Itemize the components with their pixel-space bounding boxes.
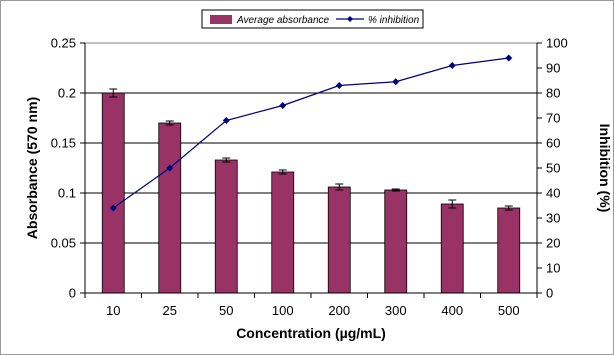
line-point xyxy=(166,164,174,172)
bar xyxy=(440,203,464,294)
bar xyxy=(327,186,351,294)
y2-tick-label: 40 xyxy=(546,186,560,201)
x-tick-label: 10 xyxy=(106,303,120,318)
x-tick-label: 200 xyxy=(328,303,350,318)
line-point xyxy=(109,204,117,212)
line-point xyxy=(392,78,400,86)
x-tick-label: 400 xyxy=(441,303,463,318)
y-tick-label: 0.2 xyxy=(58,86,76,101)
x-tick-label: 300 xyxy=(385,303,407,318)
y2-tick-label: 100 xyxy=(546,36,568,51)
line-point xyxy=(448,62,456,69)
legend: Average absorbance % inhibition xyxy=(201,9,424,29)
bar xyxy=(384,189,408,294)
legend-box xyxy=(201,9,424,29)
y-tick-label: 0.25 xyxy=(51,36,76,51)
line-series xyxy=(109,54,513,212)
y-tick-label: 0 xyxy=(69,286,76,301)
tick-labels: 0 0.05 0.1 0.15 0.2 0.25 0 10 20 30 40 50 60 70 80 90 10… xyxy=(51,36,568,319)
x-axis-title: Concentration (µg/mL) xyxy=(236,325,386,341)
y2-tick-label: 90 xyxy=(546,61,560,76)
line-point xyxy=(505,54,513,62)
y2-tick-label: 70 xyxy=(546,111,560,126)
x-tick-label: 25 xyxy=(163,303,177,318)
y-tick-label: 0.15 xyxy=(51,136,76,151)
legend-label-bar: Average absorbance xyxy=(236,15,330,26)
y2-axis-title: Inhibition (%) xyxy=(597,124,613,213)
y2-tick-label: 10 xyxy=(546,261,560,276)
x-tick-label: 50 xyxy=(219,303,233,318)
x-tick-label: 500 xyxy=(498,303,520,318)
bar xyxy=(497,207,521,294)
y-tick-label: 0.05 xyxy=(51,236,76,251)
line-point xyxy=(279,102,287,109)
legend-swatch-bar xyxy=(210,15,232,24)
bar xyxy=(101,92,125,294)
legend-swatch-marker xyxy=(347,16,353,22)
line-point xyxy=(222,117,230,124)
y2-tick-label: 50 xyxy=(546,161,560,176)
y2-tick-label: 0 xyxy=(546,286,553,301)
y2-tick-label: 60 xyxy=(546,136,560,151)
y2-tick-label: 30 xyxy=(546,211,560,226)
axes xyxy=(80,42,542,298)
x-tick-label: 100 xyxy=(272,303,294,318)
error-bars xyxy=(109,88,513,211)
bar xyxy=(158,122,182,294)
plot-area xyxy=(84,42,538,294)
bar xyxy=(271,171,295,294)
y-axis-title: Absorbance (570 nm) xyxy=(24,97,40,239)
legend-label-line: % inhibition xyxy=(368,15,420,26)
y2-tick-label: 20 xyxy=(546,236,560,251)
y-tick-label: 0.1 xyxy=(58,186,76,201)
y2-tick-label: 80 xyxy=(546,86,560,101)
line-point xyxy=(335,82,343,89)
bar xyxy=(214,159,238,294)
inhibition-line xyxy=(112,57,509,209)
